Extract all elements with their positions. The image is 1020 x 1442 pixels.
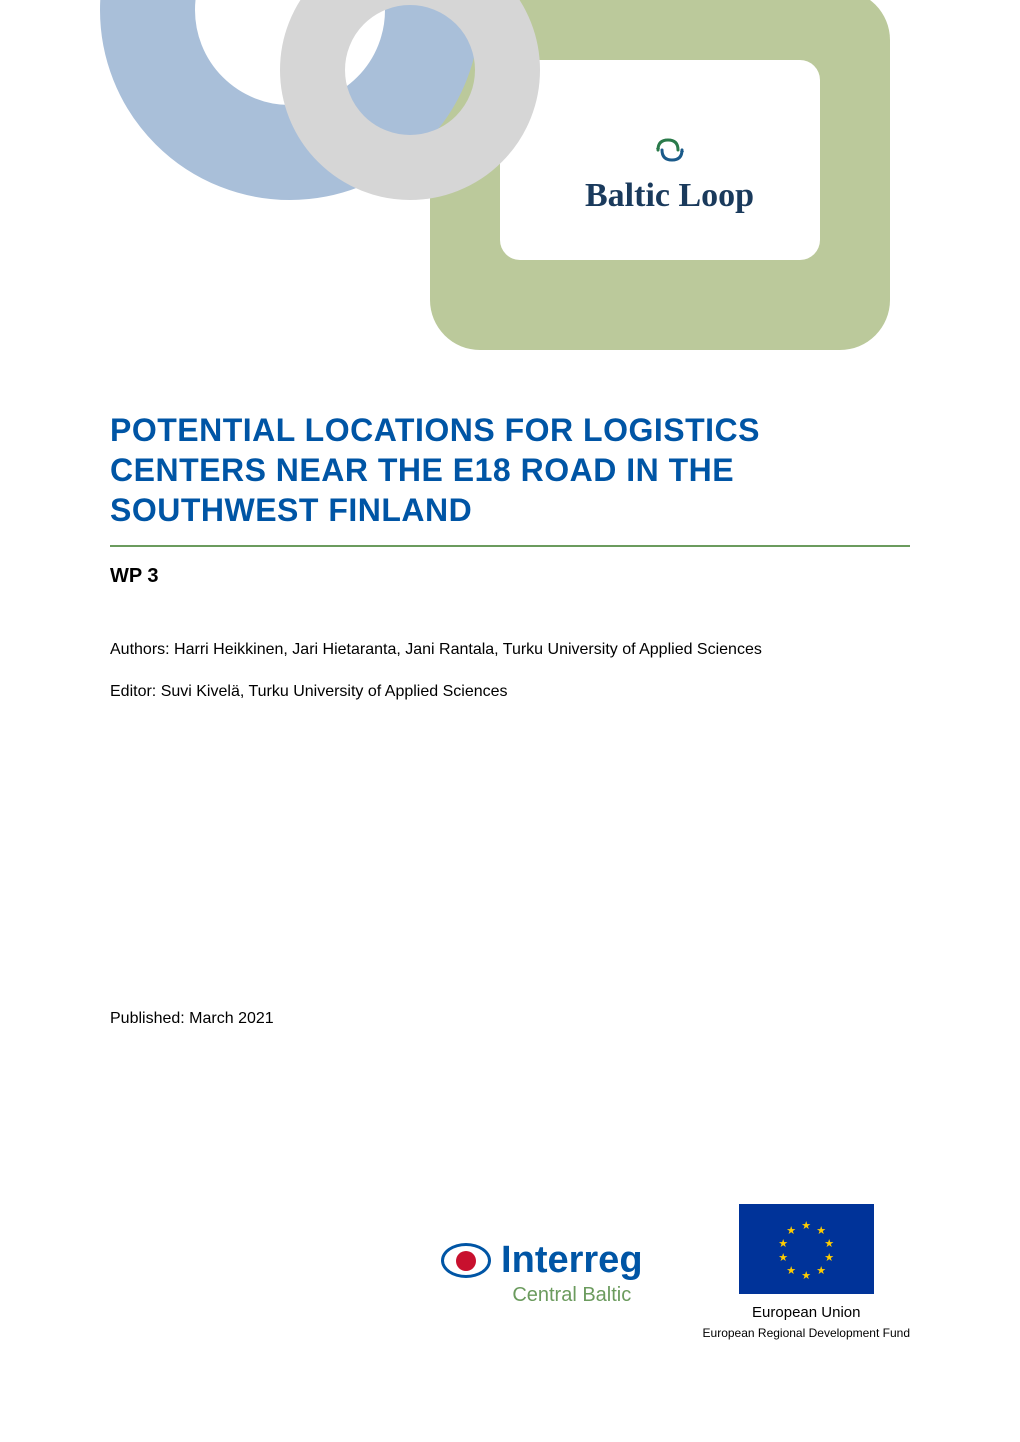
eu-fund-text: European Regional Development Fund [703, 1326, 910, 1342]
eu-flag-icon: ★ ★ ★ ★ ★ ★ ★ ★ ★ ★ [739, 1204, 874, 1294]
authors-text: Authors: Harri Heikkinen, Jari Hietarant… [110, 638, 910, 662]
eu-logo: ★ ★ ★ ★ ★ ★ ★ ★ ★ ★ European Union Europ… [703, 1204, 910, 1342]
footer-logos: Interreg Central Baltic ★ ★ ★ ★ ★ ★ ★ ★ … [0, 1204, 910, 1342]
interreg-top-row: Interreg [441, 1239, 642, 1282]
document-subtitle: WP 3 [110, 565, 910, 588]
title-underline [110, 545, 910, 547]
header-graphic: Baltic Loop [0, 0, 1020, 380]
eu-union-text: European Union [752, 1304, 860, 1321]
main-content: POTENTIAL LOCATIONS FOR LOGISTICS CENTER… [110, 410, 910, 704]
interreg-logo: Interreg Central Baltic [441, 1239, 642, 1307]
interreg-eye-dot [456, 1251, 476, 1271]
baltic-loop-icon [585, 135, 754, 172]
interreg-sub-text: Central Baltic [512, 1284, 631, 1307]
baltic-loop-text: Baltic Loop [585, 177, 754, 215]
document-title: POTENTIAL LOCATIONS FOR LOGISTICS CENTER… [110, 410, 910, 530]
published-date: Published: March 2021 [110, 1010, 274, 1028]
eu-stars: ★ ★ ★ ★ ★ ★ ★ ★ ★ ★ [776, 1219, 836, 1279]
editor-text: Editor: Suvi Kivelä, Turku University of… [110, 680, 910, 704]
baltic-loop-logo: Baltic Loop [585, 135, 754, 215]
interreg-main-text: Interreg [501, 1239, 642, 1282]
interreg-eye-icon [441, 1243, 491, 1278]
